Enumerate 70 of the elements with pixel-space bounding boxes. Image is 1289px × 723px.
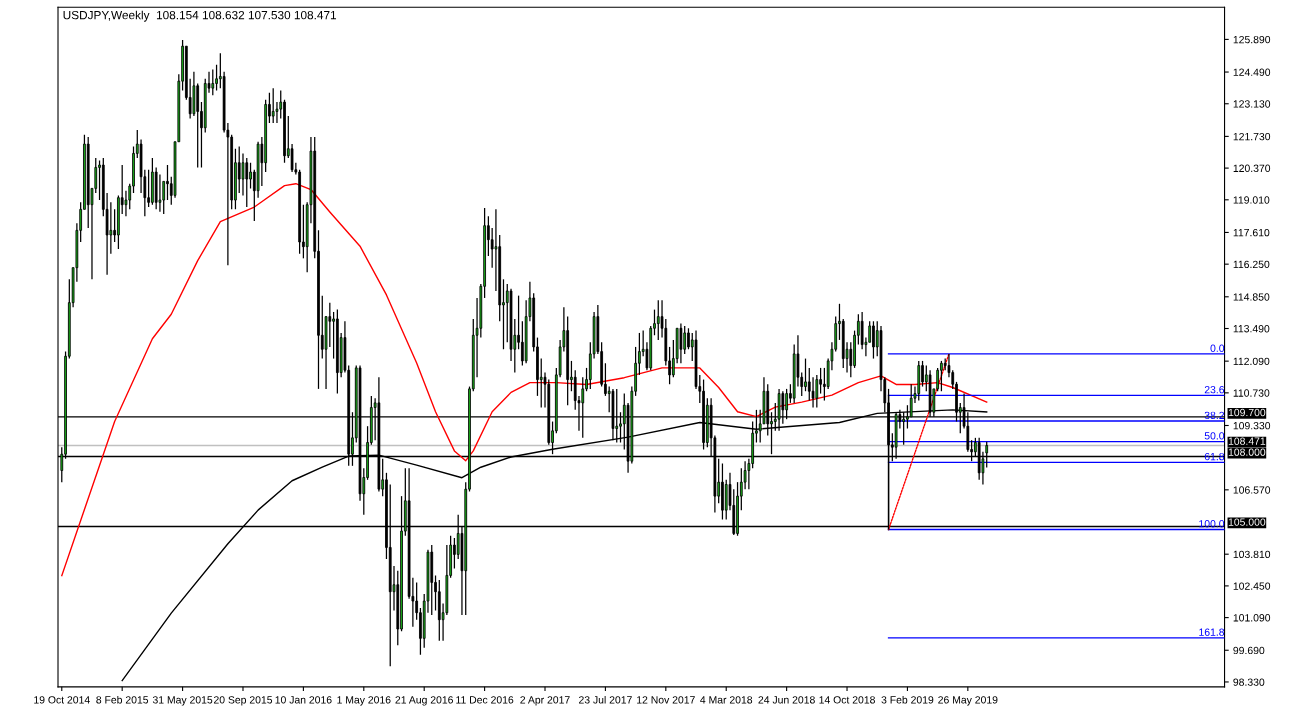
candlestick bbox=[815, 374, 819, 409]
x-tick-label: 2 Apr 2017 bbox=[520, 696, 570, 706]
candlestick bbox=[241, 152, 245, 197]
y-tick-label: 117.610 bbox=[1233, 228, 1270, 237]
y-tick-label: 99.690 bbox=[1233, 646, 1265, 655]
annotation: 161.8 bbox=[1199, 628, 1225, 636]
x-tick-label: 8 Feb 2015 bbox=[96, 695, 149, 704]
candlestick bbox=[804, 357, 807, 392]
x-tick-label: 23 Jul 2017 bbox=[579, 695, 632, 704]
x-tick-label: 4 Mar 2018 bbox=[700, 696, 753, 704]
y-tick-label: 119.010 bbox=[1233, 196, 1270, 204]
y-tick-label: 121.730 bbox=[1233, 132, 1271, 141]
candlestick bbox=[245, 157, 249, 208]
candlestick bbox=[819, 367, 822, 395]
x-tick-label: 31 May 2015 bbox=[152, 696, 213, 706]
x-tick-label: 21 Aug 2016 bbox=[395, 696, 453, 706]
candlestick bbox=[683, 325, 687, 355]
y-tick-label: 112.090 bbox=[1233, 357, 1270, 366]
x-tick-label: 26 May 2019 bbox=[938, 696, 998, 706]
candlestick bbox=[679, 322, 683, 364]
y-tick-label: 123.130 bbox=[1233, 100, 1271, 108]
annotation: 100.0 bbox=[1199, 520, 1225, 528]
y-tick-label: 116.250 bbox=[1233, 260, 1270, 269]
ref-line-label: 108.471 bbox=[1228, 437, 1266, 445]
x-tick-label: 10 Jan 2016 bbox=[275, 696, 332, 704]
y-tick-label: 113.490 bbox=[1233, 325, 1270, 333]
x-tick-label: 20 Sep 2015 bbox=[213, 696, 273, 706]
candlestick bbox=[147, 169, 150, 208]
candlestick bbox=[166, 164, 169, 201]
candlestick bbox=[520, 320, 524, 367]
y-tick-label: 109.330 bbox=[1233, 421, 1271, 430]
candlestick bbox=[721, 462, 724, 521]
annotation: 50.0 bbox=[1204, 432, 1225, 440]
x-tick-label: 11 Dec 2016 bbox=[456, 696, 514, 704]
chart-title: USDJPY,Weekly 108.154 108.632 107.530 108.471 bbox=[63, 10, 337, 22]
x-tick-label: 1 May 2016 bbox=[337, 696, 391, 706]
annotation: 23.6 bbox=[1204, 385, 1225, 394]
ref-line-label: 109.700 bbox=[1228, 408, 1266, 417]
x-tick-label: 12 Nov 2017 bbox=[637, 696, 695, 704]
candlestick bbox=[271, 87, 275, 124]
y-tick-label: 125.890 bbox=[1233, 35, 1271, 44]
y-tick-label: 103.810 bbox=[1233, 550, 1271, 559]
x-tick-label: 19 Oct 2014 bbox=[34, 696, 90, 704]
x-tick-label: 3 Feb 2019 bbox=[881, 695, 934, 704]
y-tick-label: 120.370 bbox=[1233, 164, 1271, 172]
candlestick bbox=[215, 64, 218, 92]
candlestick bbox=[283, 99, 286, 164]
line-series bbox=[61, 183, 988, 577]
candlestick bbox=[109, 201, 113, 255]
ref-line-label: 105.000 bbox=[1228, 518, 1266, 526]
y-tick-label: 110.730 bbox=[1233, 389, 1270, 397]
ref-line-label: 108.000 bbox=[1228, 448, 1266, 456]
candlestick bbox=[687, 327, 690, 350]
candlestick bbox=[656, 299, 660, 341]
y-tick-label: 102.450 bbox=[1233, 582, 1271, 590]
x-tick-label: 24 Jun 2018 bbox=[758, 696, 815, 704]
candlestick bbox=[940, 360, 943, 392]
y-tick-label: 114.850 bbox=[1233, 293, 1270, 301]
candlestick bbox=[158, 173, 162, 213]
candlestick bbox=[117, 194, 120, 250]
candlestick bbox=[211, 68, 215, 96]
y-tick-label: 106.570 bbox=[1233, 486, 1271, 494]
y-tick-label: 124.490 bbox=[1233, 68, 1271, 76]
y-tick-label: 98.330 bbox=[1233, 678, 1265, 686]
candlestick bbox=[872, 320, 875, 360]
candlestick bbox=[249, 162, 252, 190]
x-tick-label: 14 Oct 2018 bbox=[819, 696, 875, 704]
annotation: 0.0 bbox=[1210, 344, 1225, 352]
candlestick bbox=[328, 302, 332, 348]
y-tick-label: 101.090 bbox=[1233, 614, 1271, 622]
